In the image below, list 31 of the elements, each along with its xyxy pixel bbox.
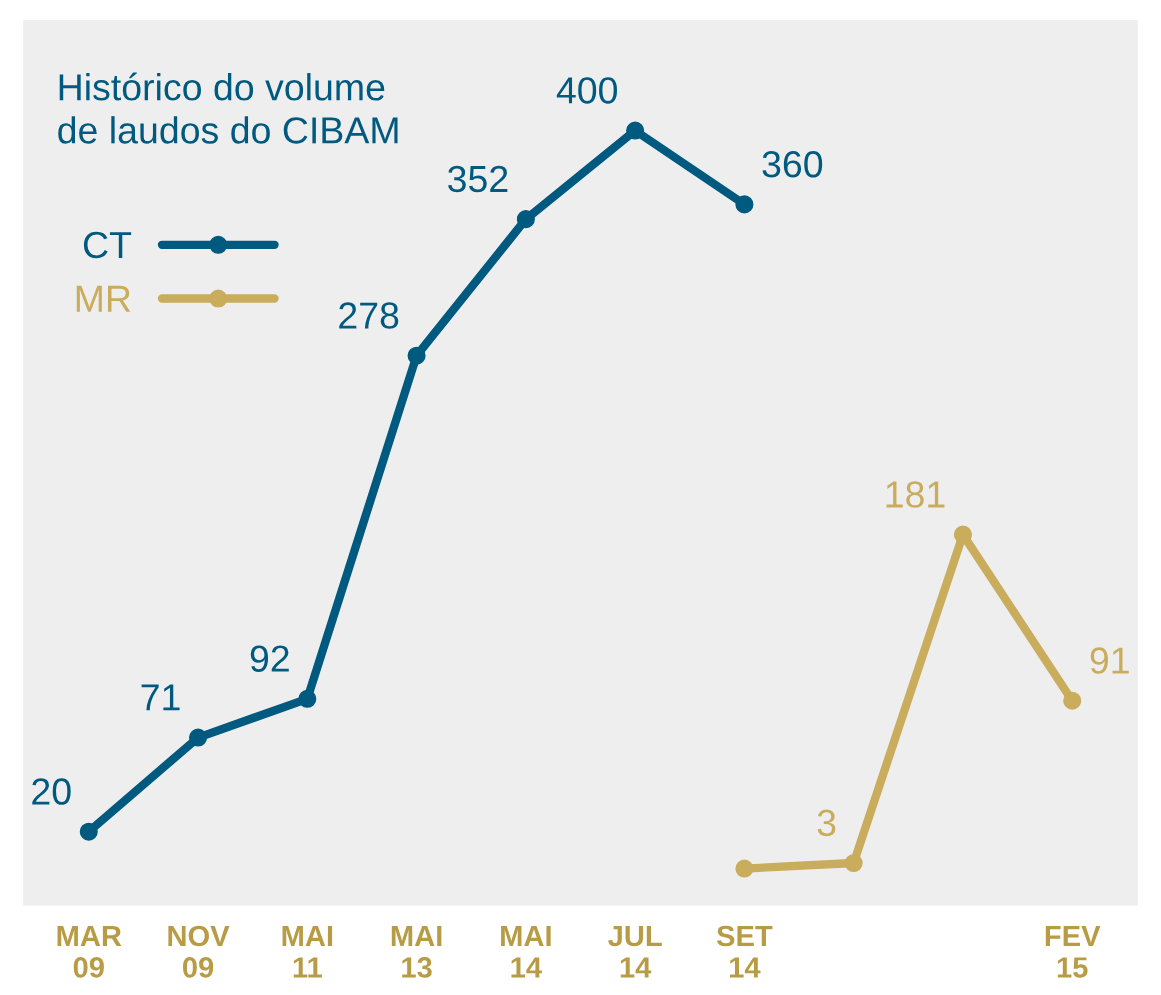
chart-title: Histórico do volume de laudos do CIBAM — [58, 72, 398, 144]
point — [844, 853, 863, 873]
x-tick-label: MAR 09 — [57, 925, 122, 978]
data-label: 400 — [556, 77, 618, 104]
x-tick-label: MAI 13 — [391, 925, 442, 978]
data-label: 360 — [762, 150, 823, 178]
point — [189, 728, 208, 747]
data-label: 181 — [886, 481, 945, 508]
x-tick-label: NOV 09 — [168, 925, 230, 978]
data-label: 71 — [141, 684, 180, 711]
x-tick-label: JUL 14 — [608, 925, 662, 978]
data-label: 278 — [339, 302, 399, 329]
legend-label: CT — [83, 231, 132, 259]
point — [407, 346, 426, 365]
point — [298, 689, 317, 708]
point — [1063, 691, 1082, 710]
data-label: 20 — [32, 778, 71, 805]
point — [735, 859, 754, 878]
data-label: 92 — [250, 645, 289, 672]
legend-label: MR — [76, 285, 131, 312]
point — [735, 195, 754, 214]
point — [79, 822, 98, 841]
x-tick-label: MAI 14 — [501, 925, 551, 978]
x-tick-label: MAI 11 — [282, 925, 333, 978]
x-tick-label: SET 14 — [716, 925, 773, 978]
data-label: 352 — [448, 165, 508, 193]
data-label: 3 — [817, 809, 836, 837]
point — [516, 210, 535, 229]
point — [626, 121, 645, 140]
x-tick-label: FEV 15 — [1045, 925, 1101, 978]
data-label: 91 — [1090, 647, 1129, 674]
